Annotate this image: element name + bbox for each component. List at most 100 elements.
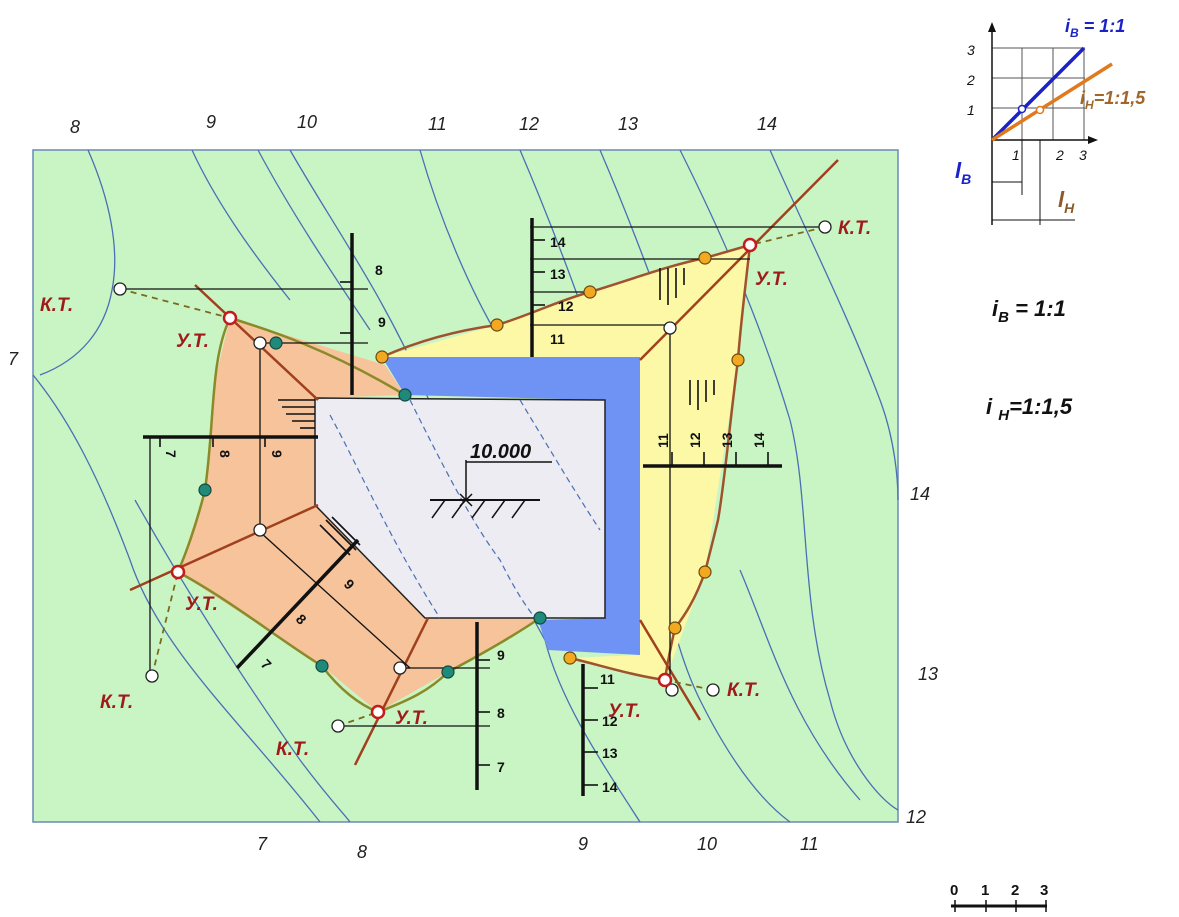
contour-label-bottom: 11 [800, 834, 819, 854]
legend-x-tick: 1 [1012, 147, 1020, 163]
contour-line [134, 499, 351, 823]
kt-label: К.Т. [838, 218, 871, 239]
fill-points [198, 336, 547, 679]
contour-label-bottom: 8 [357, 842, 367, 862]
kt-point [331, 719, 345, 733]
kt-point [145, 669, 159, 683]
legend-lb: lB [955, 158, 971, 187]
slope-h-text: i H=1:1,5 [986, 394, 1073, 424]
tick-label: 14 [550, 234, 566, 250]
ut-point [742, 237, 758, 253]
tick-label: 8 [217, 450, 233, 458]
elevation-value: 10.000 [470, 441, 531, 463]
tick-label: 7 [163, 450, 179, 458]
tick-label: 13 [550, 266, 566, 282]
contour-label-top: 11 [428, 114, 447, 134]
legend-ih-title: iH=1:1,5 [1080, 88, 1146, 112]
tick-label: 14 [602, 779, 618, 795]
tick-label: 8 [497, 705, 505, 721]
contour-line [39, 149, 116, 376]
contour-label-top: 12 [519, 114, 539, 134]
dashed-contours [329, 399, 601, 619]
fill-point [269, 336, 283, 350]
fill-point [533, 611, 547, 625]
white-points [113, 220, 832, 733]
scale-label: 0 [950, 882, 958, 899]
contour-line [419, 149, 501, 341]
construction-point [393, 661, 407, 675]
cut-point [375, 350, 389, 364]
legend-x-tick: 2 [1055, 147, 1064, 163]
cut-point [698, 251, 712, 265]
tick-label: 12 [687, 432, 703, 448]
slope-b-text: iB = 1:1 [992, 296, 1066, 326]
tick-marks [159, 239, 769, 786]
kt-label: К.Т. [40, 295, 73, 316]
contour-label-right: 13 [918, 664, 938, 684]
contour-line [769, 149, 899, 501]
legend-y-tick: 2 [966, 72, 975, 88]
tick-label: 13 [719, 432, 735, 448]
cut-point [731, 353, 745, 367]
ut-label: У.Т. [395, 708, 428, 729]
contour-label-top: 9 [206, 112, 216, 132]
tick-label: 9 [269, 450, 285, 458]
scale-axes [143, 218, 782, 796]
cut-point [668, 621, 682, 635]
contour-label-top: 14 [757, 114, 777, 134]
slope-h-line [991, 62, 1113, 142]
fill-point [441, 665, 455, 679]
tick-label: 12 [558, 298, 574, 314]
hachures [278, 268, 715, 556]
legend-x-tick: 3 [1079, 147, 1087, 163]
kt-label: К.Т. [727, 680, 760, 701]
cut-point [563, 651, 577, 665]
construction-point [663, 321, 677, 335]
ut-label: У.Т. [755, 269, 788, 290]
slope-b-line [990, 46, 1086, 142]
ut-point [657, 672, 673, 688]
kt-label: К.Т. [100, 692, 133, 713]
contour-label-bottom: 10 [697, 834, 717, 854]
scale-bar: 0 1 2 3 [950, 882, 1048, 912]
contour-line [257, 149, 371, 331]
contour-label-bottom: 7 [257, 834, 268, 854]
legend-y-tick: 3 [967, 42, 975, 58]
tick-label: 11 [655, 433, 671, 448]
water-channel [382, 357, 640, 655]
legend-y-tick: 1 [967, 102, 975, 118]
construction-point [253, 336, 267, 350]
scale-label: 2 [1011, 882, 1019, 899]
contour-line [32, 374, 321, 823]
kt-point [113, 282, 127, 296]
contour-label-top: 8 [70, 117, 80, 137]
cut-point [698, 565, 712, 579]
kt-label: К.Т. [276, 739, 309, 760]
construction-point [665, 683, 679, 697]
cut-area [382, 245, 750, 680]
cut-points [375, 251, 745, 665]
tick-label: 7 [497, 759, 505, 775]
contour-label-left: 7 [8, 349, 19, 369]
tick-label: 9 [497, 647, 505, 663]
ut-point [170, 564, 186, 580]
fill-point [398, 388, 412, 402]
ut-label: У.Т. [185, 594, 218, 615]
ut-label: У.Т. [608, 701, 641, 722]
tick-label: 8 [375, 262, 383, 278]
tick-label: 12 [602, 713, 618, 729]
contour-label-top: 13 [618, 114, 638, 134]
ut-point [222, 310, 238, 326]
tick-label: 11 [600, 671, 615, 687]
contour-line [739, 569, 861, 801]
ut-point [370, 704, 386, 720]
contour-label-right: 14 [910, 484, 930, 504]
tick-label: 13 [602, 745, 618, 761]
fill-area [178, 318, 540, 712]
elevation-mark: 10.000 [430, 441, 552, 519]
ut-points [170, 237, 758, 720]
fill-point [198, 483, 212, 497]
tick-label: 14 [751, 432, 767, 448]
construction-point [253, 523, 267, 537]
